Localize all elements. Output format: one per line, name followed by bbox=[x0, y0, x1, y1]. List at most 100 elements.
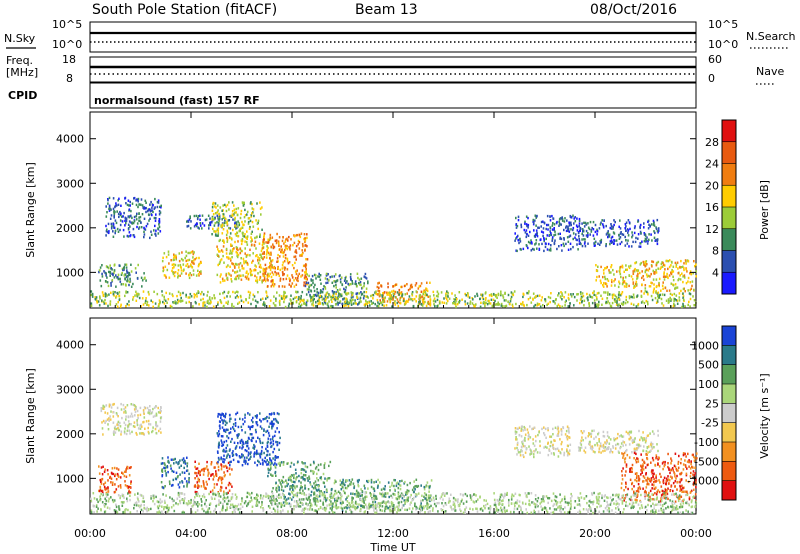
power-echo-point bbox=[344, 302, 346, 305]
power-echo-point bbox=[296, 290, 299, 294]
velocity-echo-point bbox=[649, 432, 651, 435]
velocity-echo-point bbox=[273, 418, 275, 421]
velocity-echo-point bbox=[347, 484, 349, 488]
velocity-echo-point bbox=[128, 489, 130, 492]
velocity-echo-point bbox=[101, 473, 104, 476]
power-echo-point bbox=[345, 286, 347, 289]
velocity-echo-point bbox=[276, 441, 279, 444]
power-echo-point bbox=[167, 250, 170, 253]
power-echo-point bbox=[570, 293, 572, 296]
power-echo-point bbox=[693, 260, 695, 263]
power-echo-point bbox=[298, 247, 301, 250]
velocity-echo-point bbox=[651, 430, 654, 433]
power-echo-point bbox=[576, 217, 578, 220]
power-echo-point bbox=[239, 262, 242, 265]
power-echo-point bbox=[127, 280, 129, 283]
velocity-echo-point bbox=[161, 470, 164, 473]
power-echo-point bbox=[325, 297, 328, 300]
power-echo-point bbox=[259, 263, 262, 267]
velocity-echo-point bbox=[396, 481, 399, 484]
velocity-echo-point bbox=[417, 484, 420, 488]
velocity-echo-point bbox=[166, 466, 169, 469]
power-echo-point bbox=[404, 293, 407, 296]
velocity-echo-point bbox=[162, 486, 164, 489]
velocity-echo-point bbox=[278, 412, 280, 416]
power-echo-point bbox=[290, 299, 292, 302]
power-echo-point bbox=[180, 257, 183, 261]
velocity-echo-point bbox=[217, 412, 220, 416]
power-echo-point bbox=[318, 275, 321, 278]
velocity-echo-point bbox=[278, 488, 280, 492]
velocity-echo-point bbox=[410, 493, 412, 497]
velocity-echo-point bbox=[309, 504, 312, 508]
power-echo-point bbox=[603, 272, 605, 275]
power-echo-point bbox=[627, 234, 630, 237]
velocity-echo-point bbox=[155, 412, 158, 415]
velocity-echo-point bbox=[579, 446, 581, 450]
power-echo-point bbox=[409, 287, 411, 290]
power-echo-point bbox=[264, 268, 266, 271]
power-echo-point bbox=[370, 294, 372, 298]
power-echo-point bbox=[138, 226, 141, 229]
power-echo-point bbox=[240, 299, 243, 302]
power-echo-point bbox=[336, 289, 339, 292]
velocity-echo-point bbox=[225, 450, 228, 453]
power-echo-point bbox=[675, 286, 677, 289]
velocity-echo-point bbox=[179, 459, 181, 462]
velocity-echo-point bbox=[561, 448, 563, 451]
velocity-echo-point bbox=[282, 475, 285, 479]
power-echo-point bbox=[612, 242, 615, 245]
power-echo-point bbox=[200, 261, 202, 264]
power-echo-point bbox=[249, 291, 252, 294]
power-echo-point bbox=[294, 277, 297, 280]
power-echo-point bbox=[181, 251, 183, 254]
velocity-echo-point bbox=[633, 439, 635, 442]
velocity-echo-point bbox=[426, 481, 429, 484]
power-echo-point bbox=[504, 305, 506, 308]
power-echo-point bbox=[519, 240, 522, 243]
velocity-echo-point bbox=[124, 409, 127, 413]
power-echo-point bbox=[595, 279, 597, 282]
power-echo-point bbox=[458, 299, 461, 303]
velocity-echo-point bbox=[117, 426, 119, 430]
velocity-echo-point bbox=[514, 427, 517, 430]
power-echo-point bbox=[317, 294, 319, 297]
power-echo-point bbox=[192, 305, 194, 308]
power-echo-point bbox=[143, 230, 145, 233]
power-echo-point bbox=[625, 239, 627, 242]
nave-tick-bottom: 0 bbox=[708, 72, 715, 85]
power-echo-point bbox=[422, 290, 425, 293]
power-echo-point bbox=[294, 250, 296, 253]
velocity-echo-point bbox=[278, 448, 280, 451]
velocity-echo-point bbox=[235, 412, 237, 416]
power-echo-point bbox=[162, 269, 164, 273]
velocity-echo-point bbox=[269, 461, 272, 465]
velocity-echo-point bbox=[528, 445, 530, 448]
power-echo-point bbox=[634, 261, 636, 265]
power-echo-point bbox=[140, 276, 143, 279]
power-echo-point bbox=[583, 221, 585, 224]
power-echo-point bbox=[592, 291, 594, 295]
power-echo-point bbox=[222, 292, 224, 295]
power-echo-point bbox=[593, 290, 595, 293]
power-echo-point bbox=[415, 282, 418, 285]
velocity-echo-point bbox=[129, 491, 132, 494]
velocity-echo-point bbox=[397, 482, 400, 486]
power-echo-point bbox=[315, 294, 318, 298]
power-echo-point bbox=[424, 291, 427, 294]
power-echo-point bbox=[672, 275, 674, 278]
velocity-echo-point bbox=[539, 444, 541, 448]
velocity-echo-point bbox=[292, 474, 294, 477]
power-echo-point bbox=[146, 210, 149, 213]
power-echo-point bbox=[632, 282, 635, 285]
power-echo-point bbox=[112, 230, 114, 233]
power-echo-point bbox=[627, 231, 629, 234]
power-echo-point bbox=[687, 289, 689, 292]
power-echo-point bbox=[525, 215, 528, 218]
power-echo-point bbox=[105, 234, 107, 237]
power-scatter bbox=[90, 196, 697, 309]
power-echo-point bbox=[621, 291, 624, 294]
power-echo-point bbox=[183, 268, 185, 271]
power-echo-point bbox=[597, 242, 599, 245]
velocity-echo-point bbox=[231, 437, 233, 441]
